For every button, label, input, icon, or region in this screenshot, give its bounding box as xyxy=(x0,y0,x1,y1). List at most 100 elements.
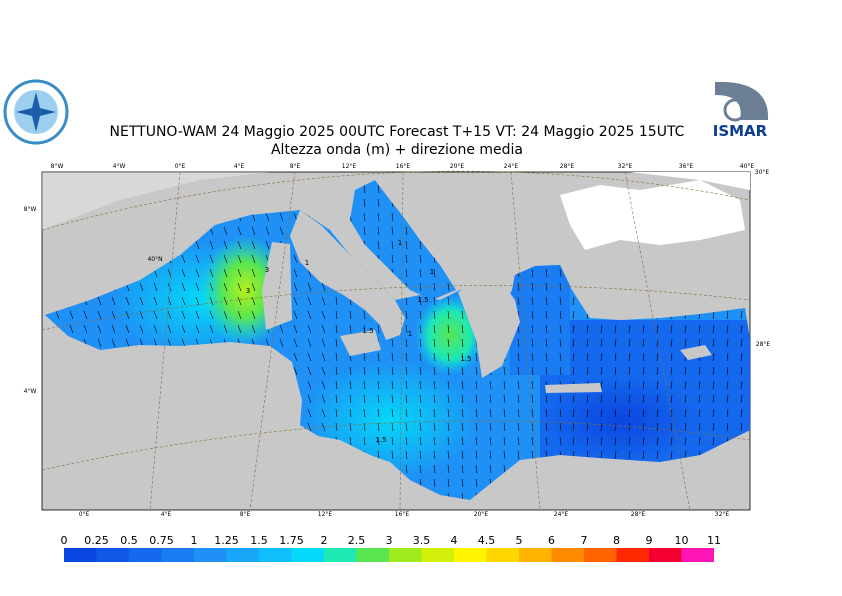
arrow xyxy=(195,240,200,250)
arrow xyxy=(363,184,366,194)
colorbar-swatch xyxy=(454,548,487,562)
arrow xyxy=(377,212,380,222)
arrow xyxy=(586,366,589,376)
colorbar-label: 11 xyxy=(707,534,721,547)
title: NETTUNO-WAM 24 Maggio 2025 00UTC Forecas… xyxy=(110,124,685,140)
arrow xyxy=(726,380,729,390)
arrow xyxy=(614,436,617,446)
arrow xyxy=(391,254,394,264)
arrow xyxy=(251,240,256,250)
arrow xyxy=(489,422,492,432)
arrow xyxy=(363,394,366,404)
colorbar: 0 0.25 0.5 0.75 1 1.25 1.5 1.75 2 2.5 3 3.5 4 4.5 5 6 7 8… xyxy=(61,534,721,562)
arrow xyxy=(181,254,186,264)
arrow xyxy=(363,212,366,222)
arrow xyxy=(503,464,506,474)
arrow xyxy=(642,338,645,348)
colorbar-label: 2.5 xyxy=(348,534,366,547)
arrow xyxy=(628,338,631,348)
arrow xyxy=(531,338,534,348)
arrow xyxy=(181,296,186,306)
arrow xyxy=(419,352,422,362)
arrow xyxy=(726,324,729,334)
arrow xyxy=(419,240,422,250)
arrow xyxy=(209,282,214,292)
arrow xyxy=(461,478,464,488)
arrow xyxy=(209,268,214,278)
lon-label: 36°E xyxy=(679,163,694,170)
arrow xyxy=(433,352,436,362)
arrow xyxy=(545,394,548,404)
arrow xyxy=(419,380,422,390)
arrow xyxy=(572,310,575,320)
arrow xyxy=(349,366,352,376)
arrow xyxy=(447,394,450,404)
arrow xyxy=(195,324,200,334)
arrow xyxy=(698,408,701,418)
graticule xyxy=(41,170,751,511)
arrow xyxy=(545,296,548,306)
arrow xyxy=(740,366,743,376)
colorbar-swatch xyxy=(486,548,519,562)
arrow xyxy=(447,338,450,348)
colorbar-label: 0.75 xyxy=(149,534,174,547)
arrow xyxy=(447,352,450,362)
arrow xyxy=(97,310,102,320)
arrow xyxy=(307,282,312,292)
arrow xyxy=(223,282,228,292)
arrow xyxy=(433,408,436,418)
arrow xyxy=(740,408,743,418)
crete xyxy=(545,383,602,393)
contour-label: 1.5 xyxy=(460,355,471,363)
arrow xyxy=(293,366,298,376)
arrow xyxy=(447,464,450,474)
colorbar-label: 4 xyxy=(451,534,458,547)
arrow xyxy=(684,338,687,348)
arrow xyxy=(503,408,506,418)
colorbar-label: 8 xyxy=(613,534,620,547)
land-white xyxy=(560,180,745,250)
arrow xyxy=(461,366,464,376)
arrow xyxy=(447,422,450,432)
arrow xyxy=(628,324,631,334)
land-shade xyxy=(42,172,270,230)
arrow xyxy=(405,366,408,376)
arrow xyxy=(237,226,242,236)
arrow xyxy=(531,296,534,306)
lon-label: 16°E xyxy=(395,511,410,518)
arrow xyxy=(223,254,228,264)
arrow xyxy=(614,352,617,362)
arrow xyxy=(517,394,520,404)
arrow xyxy=(531,282,534,292)
contour-label: 1 xyxy=(408,330,412,338)
arrow xyxy=(447,450,450,460)
lon-label: 40°E xyxy=(740,163,755,170)
arrow xyxy=(517,436,520,446)
arrow xyxy=(265,212,270,222)
sardinia-corsica xyxy=(262,242,292,330)
arrow xyxy=(321,422,326,432)
arrow xyxy=(307,310,312,320)
arrow xyxy=(559,296,562,306)
arrow xyxy=(740,380,743,390)
arrow xyxy=(419,324,422,334)
arrow xyxy=(377,184,380,194)
arrow xyxy=(461,450,464,460)
arrow xyxy=(307,422,312,432)
colorbar-label: 1 xyxy=(191,534,198,547)
lat-label: 8°W xyxy=(24,206,37,213)
arrow xyxy=(489,464,492,474)
arrow xyxy=(503,450,506,460)
arrow xyxy=(293,254,298,264)
arrow xyxy=(656,380,659,390)
arrow xyxy=(321,338,326,348)
arrow xyxy=(656,436,659,446)
arrow xyxy=(698,380,701,390)
arrow xyxy=(559,394,562,404)
arrow xyxy=(419,450,422,460)
logo-text: ISMAR xyxy=(713,122,768,140)
arrow xyxy=(391,212,394,222)
arrow xyxy=(419,268,422,278)
arrow xyxy=(181,324,186,334)
arrow xyxy=(475,394,478,404)
